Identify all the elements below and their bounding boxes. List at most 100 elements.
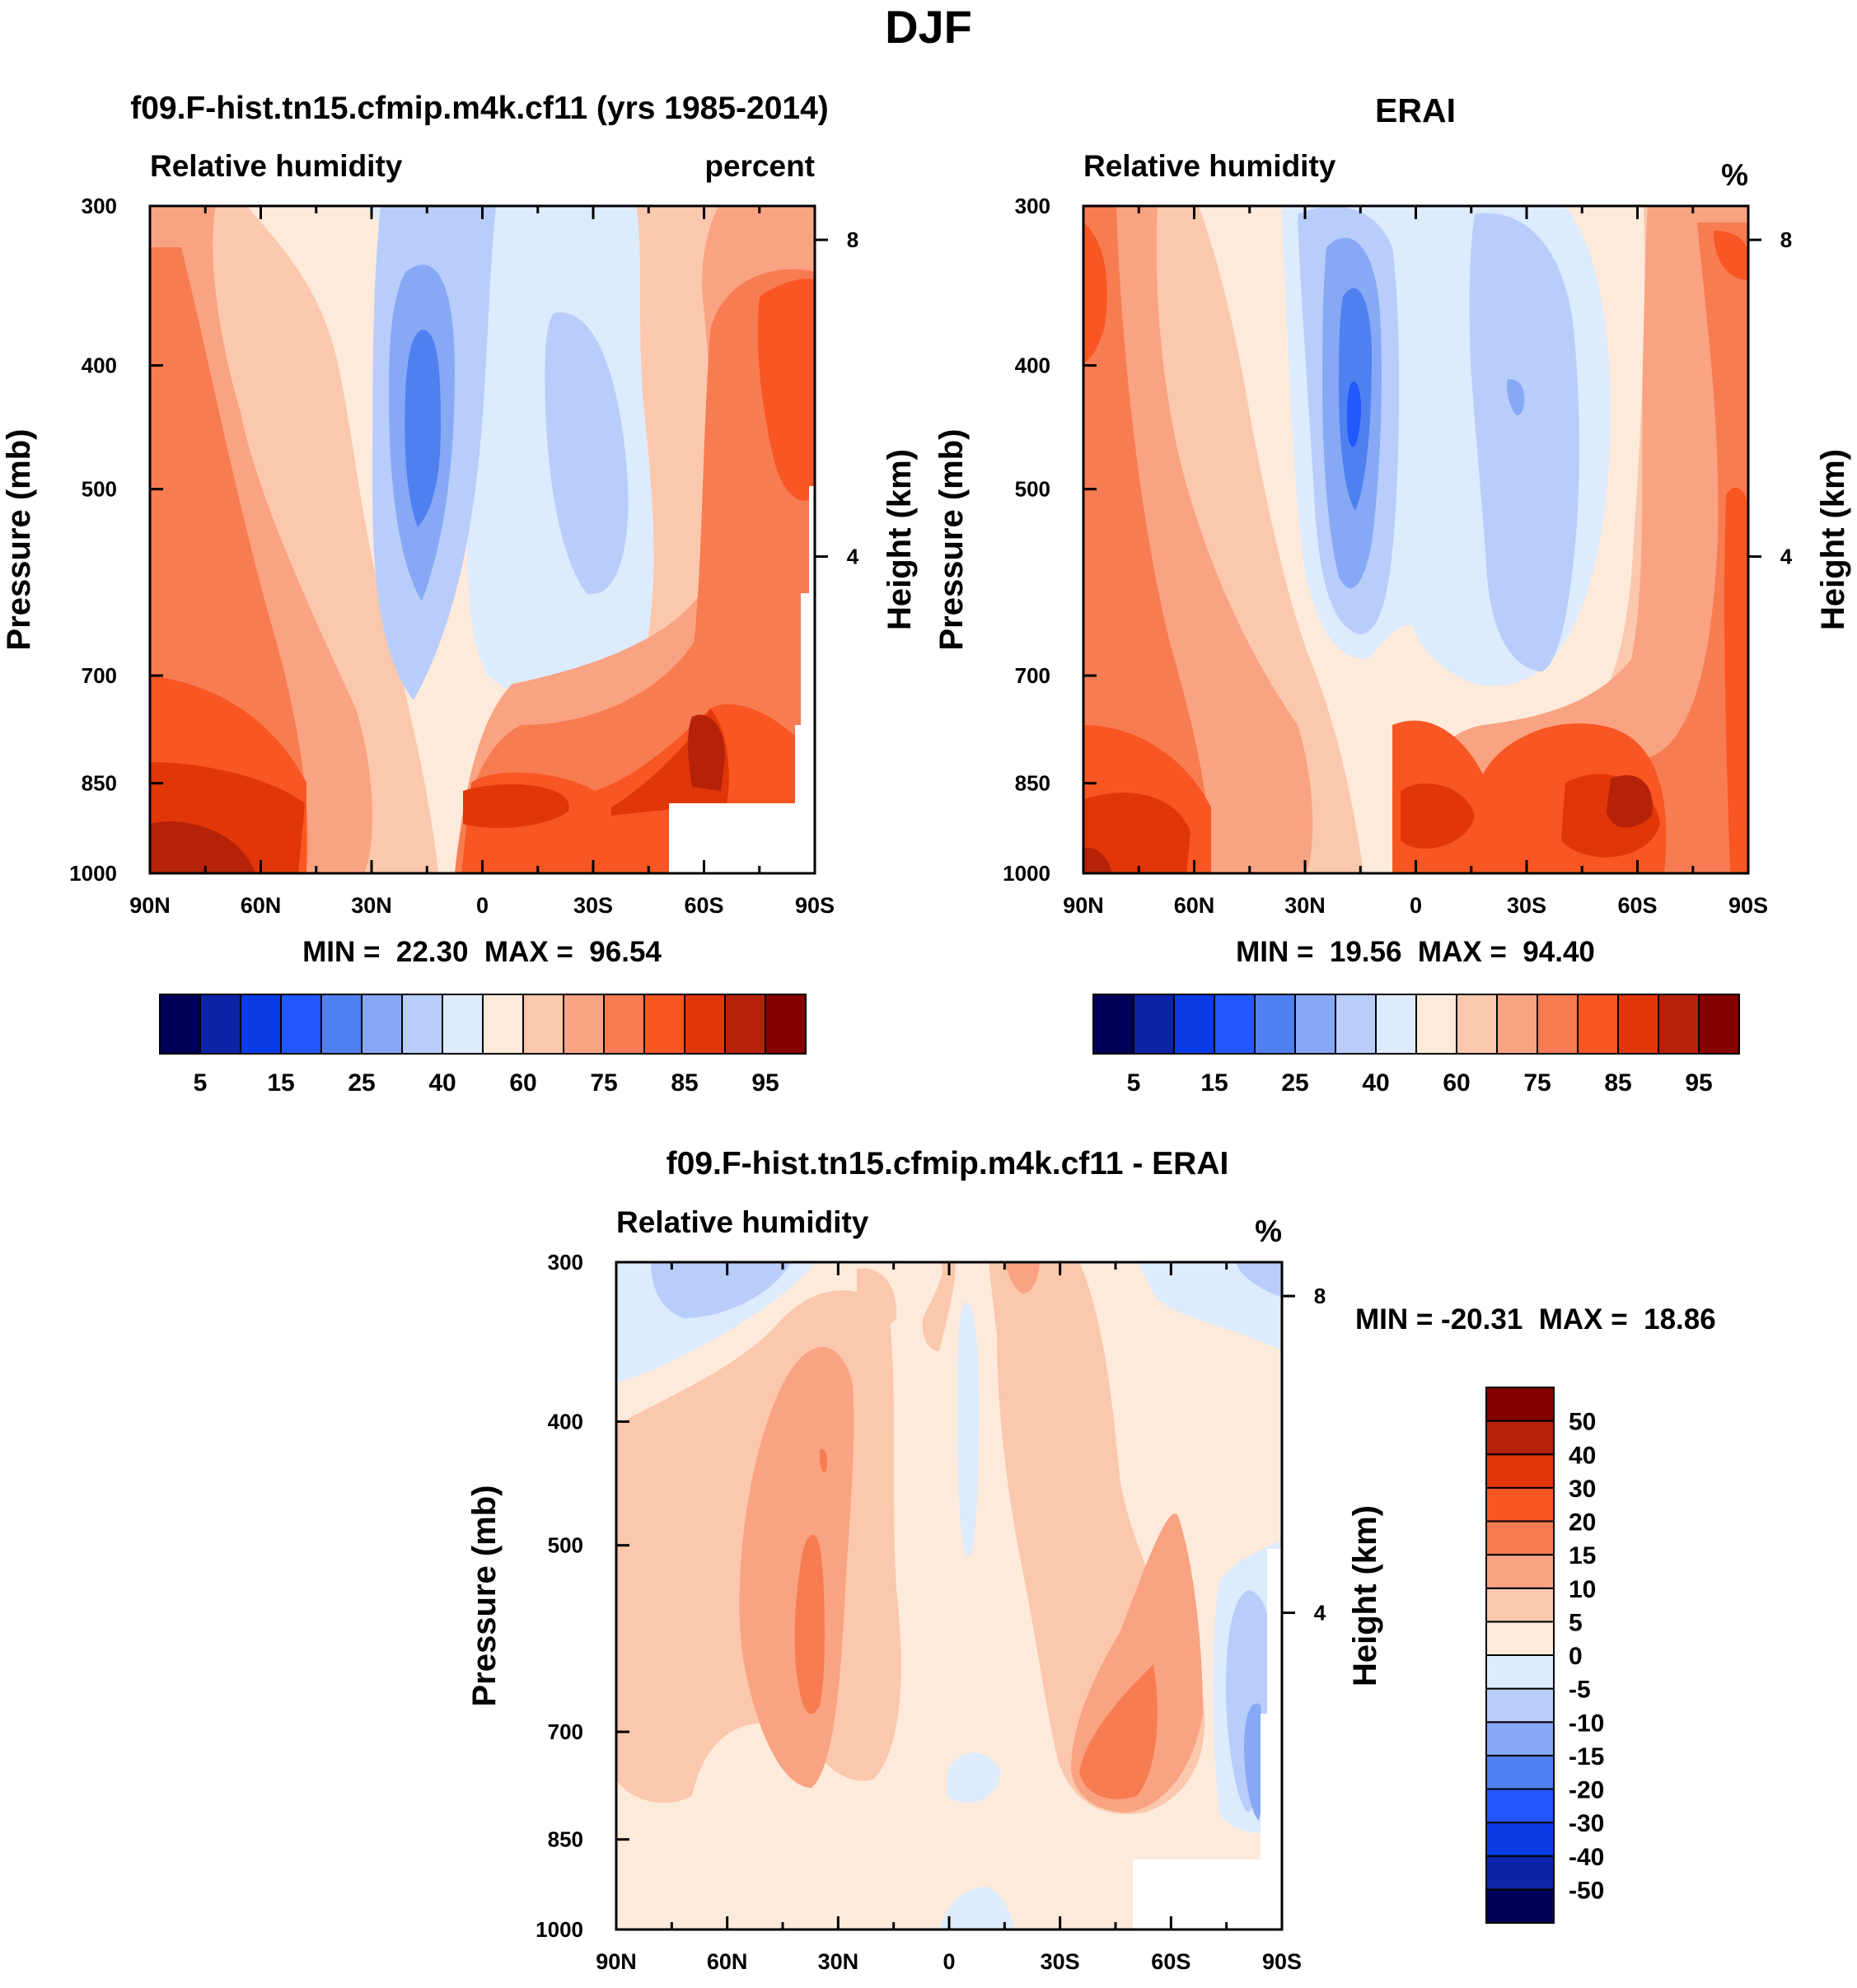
colorbar-box [1485, 1822, 1555, 1857]
panel-model-variable-label: Relative humidity [150, 149, 403, 183]
colorbar-label: -5 [1569, 1677, 1591, 1704]
contour-band-15-nh-cell [819, 1449, 828, 1473]
y-tick-label: 400 [82, 353, 117, 378]
colorbar-box [1485, 1888, 1555, 1924]
contour-band-95-lowlevel-eq [1401, 784, 1475, 849]
colorbar-box [724, 994, 766, 1055]
colorbar-label: 75 [1523, 1069, 1551, 1097]
y-tick-label: 850 [548, 1827, 583, 1852]
x-tick-label: 0 [476, 893, 489, 918]
colorbar-label: 40 [1569, 1442, 1596, 1469]
colorbar-label: 5 [1127, 1069, 1141, 1097]
colorbar-box [1485, 1554, 1555, 1589]
colorbar-label: -50 [1569, 1877, 1604, 1904]
x-tick-label: 90S [1262, 1949, 1302, 1974]
panel-erai: ERAI Relative humidity % [933, 91, 1851, 1097]
topography-mask-antarctica [669, 486, 815, 873]
colorbar-box [482, 994, 524, 1055]
contour-band-25-sh [545, 312, 629, 594]
panel-model-stats: MIN = 22.30 MAX = 96.54 [302, 936, 662, 968]
contour-band-max-nh [150, 821, 255, 873]
y-tick-label: 850 [82, 771, 117, 796]
x-tick-label: 30N [1284, 893, 1326, 918]
panel-model-ylabel: Pressure (mb) [1, 429, 37, 651]
colorbar-label: 10 [1569, 1576, 1596, 1603]
colorbar-box [684, 994, 726, 1055]
x-tick-label: 30N [818, 1949, 859, 1974]
colorbar-label: -15 [1569, 1743, 1604, 1770]
y-tick-label: 1000 [536, 1917, 583, 1942]
colorbar-box [1617, 994, 1659, 1055]
colorbar-label: 95 [1685, 1069, 1712, 1097]
colorbar-box [1485, 1486, 1555, 1523]
y2-tick-label: 4 [1780, 545, 1793, 569]
panel-erai-field [1083, 206, 1748, 873]
x-tick-label: 60S [1151, 1949, 1190, 1974]
contour-band-5-nh [405, 330, 441, 527]
contour-band-15-sh [1507, 379, 1525, 416]
y2-tick-label: 4 [847, 545, 859, 569]
colorbar-box [1485, 1687, 1555, 1724]
y-tick-label: 700 [1015, 663, 1050, 688]
colorbar-label: -20 [1569, 1777, 1604, 1804]
contour-band-5-eq [922, 1262, 956, 1351]
colorbar-box [765, 994, 807, 1055]
panel-erai-colorbar: 5 15 25 40 60 75 85 95 [1092, 994, 1740, 1097]
contour-band-max-sh [1607, 775, 1653, 828]
contour-band-min-nh [1347, 381, 1361, 447]
x-tick-label: 30S [573, 893, 613, 918]
colorbar-box [320, 994, 363, 1055]
colorbar-box [1577, 994, 1619, 1055]
x-tick-label: 90N [1063, 893, 1104, 918]
contour-band-25-sh [1469, 213, 1579, 671]
y-tick-label: 500 [548, 1533, 583, 1558]
contour-band-minus5-lowlevel [947, 1752, 1001, 1803]
contour-band-75-sh [1392, 206, 1748, 873]
colorbar-box [1698, 994, 1740, 1055]
y-tick-label: 700 [548, 1719, 583, 1744]
colorbar-box [1485, 1387, 1555, 1422]
panel-diff-units-label: % [1255, 1214, 1282, 1248]
colorbar-box [1092, 994, 1134, 1055]
colorbar-label: 60 [1443, 1069, 1470, 1097]
colorbar-box [1485, 1754, 1555, 1790]
panel-model-axes: 90N 60N 30N 0 30S 60S 90S 300 400 500 700 850 1000 8 4 [69, 194, 859, 918]
colorbar-box [199, 994, 241, 1055]
panel-erai-variable-label: Relative humidity [1083, 149, 1336, 183]
colorbar-label: -10 [1569, 1710, 1604, 1737]
colorbar-box [1133, 994, 1175, 1055]
colorbar-box [280, 994, 322, 1055]
panel-diff-ylabel: Pressure (mb) [466, 1485, 503, 1707]
contour-band-95-lowlevel [463, 784, 569, 828]
figure-title: DJF [885, 1, 972, 53]
contour-band-max-sh [688, 714, 725, 791]
panel-erai-ylabel2: Height (km) [1815, 449, 1851, 630]
colorbar-box [1456, 994, 1498, 1055]
contour-band-minus10-nh [651, 1262, 791, 1318]
x-tick-label: 90S [1728, 893, 1768, 918]
y-tick-label: 500 [82, 477, 117, 502]
x-tick-label: 60N [707, 1949, 748, 1974]
colorbar-label: 5 [194, 1069, 208, 1097]
contour-band-minus5-eq [957, 1302, 980, 1557]
contour-band-95-lower [1083, 793, 1190, 873]
y2-tick-label: 8 [1314, 1284, 1326, 1308]
colorbar-box [1485, 1453, 1555, 1489]
colorbar-box [361, 994, 403, 1055]
contour-band-10-sh-upper [1005, 1262, 1040, 1293]
panel-diff-axes: 90N 60N 30N 0 30S 60S 90S 300 400 500 700 850 1000 8 4 [536, 1250, 1326, 1974]
contour-band-minus5-sh-upper [1137, 1262, 1282, 1351]
contour-band-minus10-sh-upper [1236, 1262, 1282, 1298]
colorbar-box [1485, 1621, 1555, 1656]
colorbar-box [1485, 1788, 1555, 1824]
colorbar-label: 30 [1569, 1476, 1596, 1503]
colorbar-label: 40 [428, 1069, 456, 1097]
x-tick-label: 30N [351, 893, 392, 918]
colorbar-label: 85 [1604, 1069, 1631, 1097]
x-tick-label: 60N [241, 893, 282, 918]
colorbar-box [1485, 1520, 1555, 1556]
y-tick-label: 700 [82, 663, 117, 688]
colorbar-label: -30 [1569, 1810, 1604, 1837]
colorbar-box [563, 994, 605, 1055]
